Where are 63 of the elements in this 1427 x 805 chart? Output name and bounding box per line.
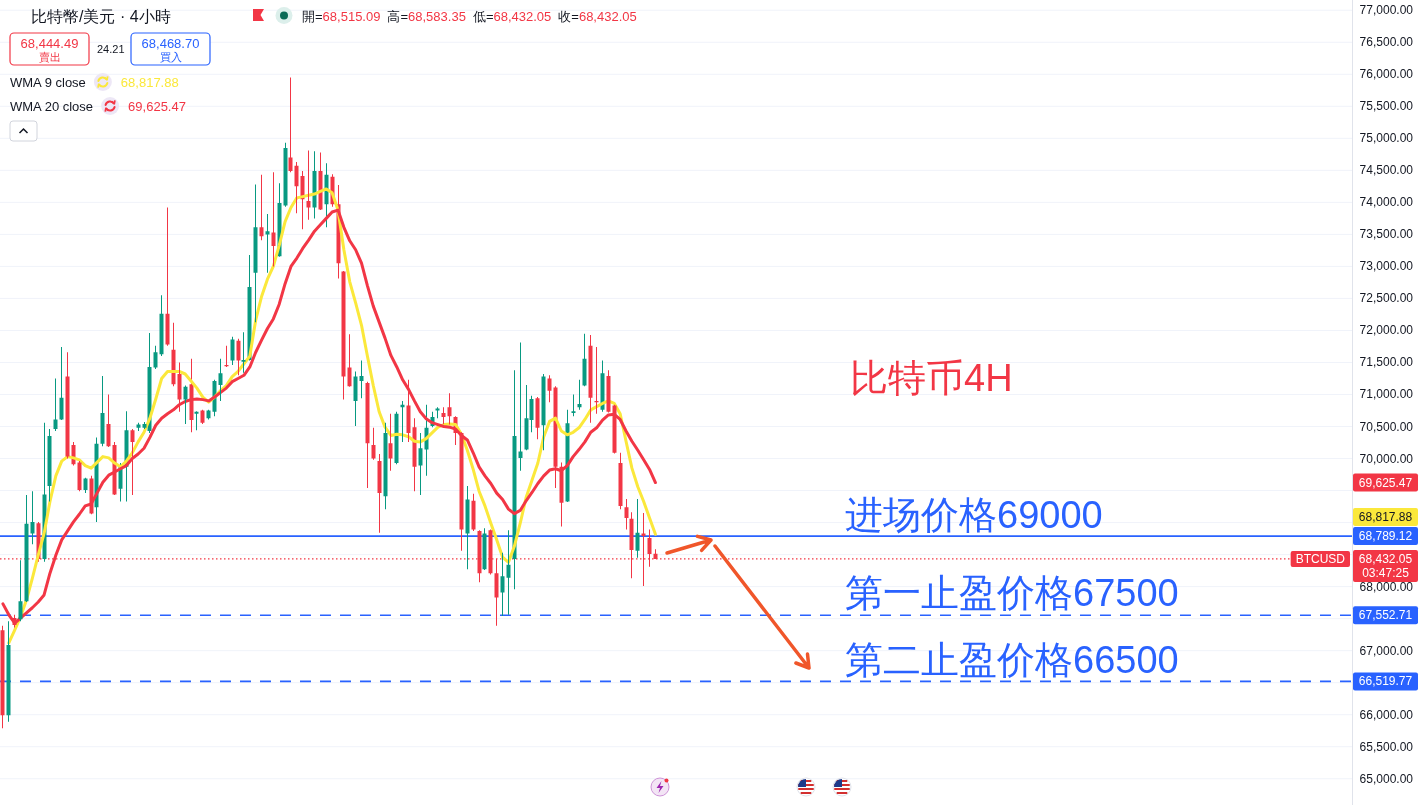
candlestick — [571, 394, 576, 417]
annotation: 68,817.88 — [120, 74, 179, 90]
quote-box: 68,468.70 買入 — [130, 32, 211, 66]
price-tag: 68,817.88 — [1353, 508, 1418, 527]
y-tick-label: 71,500.00 — [1359, 355, 1414, 370]
y-tick-label: 70,000.00 — [1359, 451, 1414, 466]
annotation: 69,625.47 — [128, 98, 186, 114]
annotation: 第一止盈价格67500 — [845, 572, 1179, 614]
y-tick-label: 73,000.00 — [1359, 259, 1414, 274]
y-tick-label: 65,000.00 — [1359, 771, 1414, 786]
candlestick — [130, 429, 135, 496]
candlestick — [259, 174, 264, 241]
ref-line-label: 66,519.77 — [1358, 674, 1413, 689]
annotation: 进场价格69000 — [845, 494, 1103, 536]
y-tick-label: 75,500.00 — [1359, 99, 1414, 114]
y-tick-label: 73,500.00 — [1359, 227, 1414, 242]
y-tick-label: 72,500.00 — [1359, 291, 1414, 306]
annotation: 比特币4H — [850, 357, 1013, 399]
chart-title: 比特幣/美元 · 4小時 — [31, 7, 171, 25]
candlestick — [265, 213, 270, 273]
legend: WMA 9 close WMA 20 close — [10, 74, 94, 114]
ref-line-label: 68,789.12 — [1358, 529, 1413, 544]
quote-box: 68,444.49 賣出 — [9, 32, 90, 66]
y-tick-label: 67,000.00 — [1359, 643, 1414, 658]
y-tick-label: 74,000.00 — [1359, 195, 1414, 210]
y-tick-label: 74,500.00 — [1359, 163, 1414, 178]
ref-line-label: 67,552.71 — [1358, 608, 1413, 623]
y-tick-label: 65,500.00 — [1359, 739, 1414, 754]
candlestick — [518, 342, 523, 471]
candlestick — [306, 150, 311, 220]
annotation: 第二止盈价格66500 — [845, 639, 1179, 681]
candlestick — [577, 379, 582, 410]
candlestick — [359, 360, 364, 399]
symbol-tag: BTCUSD — [1290, 550, 1350, 567]
annotation: BTCUSD — [1295, 551, 1346, 566]
y-tick-label: 77,000.00 — [1359, 3, 1414, 18]
y-tick-label: 66,000.00 — [1359, 707, 1414, 722]
candlestick — [53, 378, 58, 431]
annotation: 68,444.49 賣出 — [20, 35, 79, 63]
price-tag: 66,519.77 — [1353, 672, 1418, 691]
candlestick — [241, 332, 246, 373]
y-tick-label: 70,500.00 — [1359, 419, 1414, 434]
candlestick — [271, 172, 276, 267]
y-tick-label: 71,000.00 — [1359, 387, 1414, 402]
price-tag: 69,625.47 — [1353, 473, 1418, 492]
y-tick-label: 68,000.00 — [1359, 579, 1414, 594]
candlestick — [194, 411, 199, 431]
candlestick — [400, 400, 405, 442]
candlestick — [441, 407, 446, 424]
price-tag: 67,552.71 — [1353, 606, 1418, 625]
annotation: 24.21 — [97, 43, 125, 55]
y-tick-label: 76,000.00 — [1359, 67, 1414, 82]
candlestick — [288, 77, 293, 173]
y-tick-label: 76,500.00 — [1359, 35, 1414, 50]
y-tick-label: 75,000.00 — [1359, 131, 1414, 146]
candlestick — [506, 530, 511, 615]
price-tag: 68,432.05 03:47:25 — [1353, 549, 1418, 582]
annotation: 開=68,515.09 高=68,583.35 低=68,432.05 收=68,432.05 — [302, 8, 637, 24]
annotation: 68,468.70 買入 — [141, 35, 200, 63]
candlestick — [224, 345, 229, 367]
candlestick — [594, 347, 599, 414]
y-tick-label: 72,000.00 — [1359, 323, 1414, 338]
price-tag: 68,789.12 — [1353, 527, 1418, 546]
